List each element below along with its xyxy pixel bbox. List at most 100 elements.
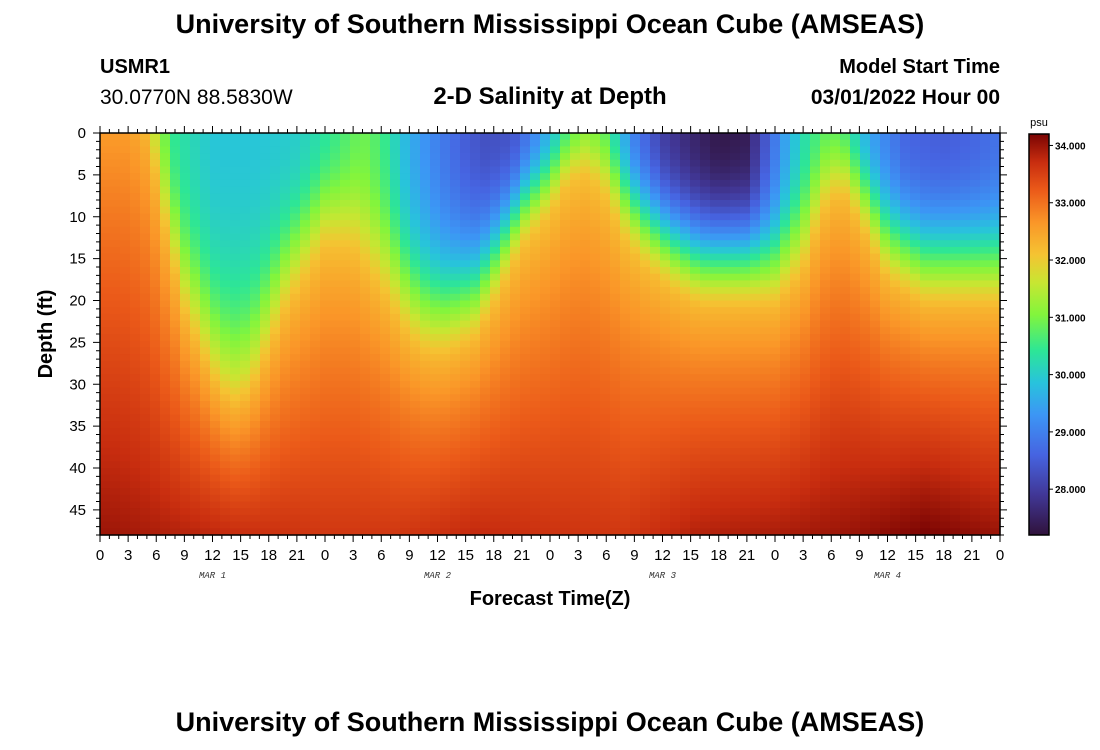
heatmap-cell bbox=[810, 220, 821, 228]
heatmap-cell bbox=[790, 421, 801, 429]
heatmap-cell bbox=[490, 434, 501, 442]
heatmap-cell bbox=[590, 514, 601, 523]
heatmap-cell bbox=[560, 367, 571, 375]
heatmap-cell bbox=[840, 427, 851, 436]
heatmap-cell bbox=[640, 360, 651, 369]
heatmap-cell bbox=[780, 521, 791, 529]
heatmap-cell bbox=[400, 514, 411, 523]
heatmap-cell bbox=[290, 508, 301, 516]
heatmap-cell bbox=[880, 488, 891, 496]
heatmap-cell bbox=[730, 354, 741, 362]
heatmap-cell bbox=[690, 354, 701, 362]
heatmap-cell bbox=[110, 427, 121, 436]
heatmap-cell bbox=[870, 206, 881, 214]
heatmap-cell bbox=[900, 233, 911, 241]
heatmap-cell bbox=[760, 488, 771, 496]
heatmap-cell bbox=[690, 474, 701, 482]
heatmap-cell bbox=[300, 220, 311, 228]
heatmap-cell bbox=[510, 300, 521, 308]
heatmap-cell bbox=[470, 287, 481, 295]
heatmap-cell bbox=[190, 300, 201, 308]
heatmap-cell bbox=[250, 293, 261, 302]
heatmap-cell bbox=[620, 260, 631, 268]
heatmap-cell bbox=[250, 421, 261, 429]
heatmap-cell bbox=[640, 173, 651, 181]
heatmap-cell bbox=[450, 139, 461, 147]
heatmap-cell bbox=[440, 528, 451, 536]
heatmap-cell bbox=[110, 441, 121, 449]
heatmap-cell bbox=[760, 206, 771, 214]
heatmap-cell bbox=[670, 159, 681, 168]
heatmap-cell bbox=[600, 360, 611, 369]
heatmap-cell bbox=[260, 421, 271, 429]
heatmap-cell bbox=[620, 354, 631, 362]
heatmap-cell bbox=[710, 421, 721, 429]
heatmap-cell bbox=[240, 407, 251, 415]
heatmap-cell bbox=[890, 226, 901, 235]
heatmap-cell bbox=[860, 166, 871, 174]
heatmap-cell bbox=[150, 287, 161, 295]
heatmap-cell bbox=[400, 186, 411, 194]
heatmap-cell bbox=[150, 367, 161, 375]
heatmap-cell bbox=[560, 528, 571, 536]
heatmap-cell bbox=[120, 354, 131, 362]
heatmap-cell bbox=[460, 307, 471, 315]
heatmap-cell bbox=[460, 488, 471, 496]
heatmap-cell bbox=[410, 206, 421, 214]
heatmap-cell bbox=[630, 508, 641, 516]
heatmap-cell bbox=[860, 307, 871, 315]
heatmap-cell bbox=[750, 200, 761, 208]
heatmap-cell bbox=[330, 206, 341, 214]
heatmap-cell bbox=[900, 300, 911, 308]
heatmap-cell bbox=[750, 334, 761, 342]
heatmap-cell bbox=[380, 173, 391, 181]
heatmap-cell bbox=[440, 173, 451, 181]
heatmap-cell bbox=[650, 521, 661, 529]
heatmap-cell bbox=[430, 434, 441, 442]
heatmap-cell bbox=[260, 481, 271, 489]
heatmap-cell bbox=[230, 173, 241, 181]
heatmap-cell bbox=[230, 447, 241, 456]
heatmap-cell bbox=[800, 421, 811, 429]
heatmap-cell bbox=[400, 320, 411, 328]
heatmap-cell bbox=[590, 287, 601, 295]
heatmap-cell bbox=[520, 508, 531, 516]
heatmap-cell bbox=[330, 427, 341, 436]
heatmap-cell bbox=[720, 427, 731, 436]
heatmap-cell bbox=[130, 521, 141, 529]
heatmap-cell bbox=[840, 468, 851, 476]
heatmap-cell bbox=[410, 139, 421, 147]
heatmap-cell bbox=[780, 494, 791, 503]
heatmap-cell bbox=[490, 200, 501, 208]
heatmap-cell bbox=[300, 307, 311, 315]
heatmap-cell bbox=[640, 407, 651, 415]
heatmap-cell bbox=[740, 166, 751, 174]
heatmap-cell bbox=[750, 293, 761, 302]
heatmap-cell bbox=[630, 226, 641, 235]
heatmap-cell bbox=[580, 454, 591, 462]
heatmap-cell bbox=[710, 267, 721, 275]
heatmap-cell bbox=[740, 354, 751, 362]
heatmap-cell bbox=[700, 200, 711, 208]
heatmap-cell bbox=[640, 347, 651, 355]
heatmap-cell bbox=[280, 253, 291, 261]
heatmap-cell bbox=[630, 468, 641, 476]
heatmap-cell bbox=[590, 300, 601, 308]
heatmap-cell bbox=[820, 488, 831, 496]
heatmap-cell bbox=[270, 494, 281, 503]
heatmap-cell bbox=[860, 347, 871, 355]
heatmap-cell bbox=[140, 488, 151, 496]
heatmap-cell bbox=[580, 374, 591, 382]
heatmap-cell bbox=[520, 213, 531, 221]
heatmap-cell bbox=[790, 387, 801, 395]
heatmap-cell bbox=[400, 159, 411, 168]
heatmap-cell bbox=[890, 421, 901, 429]
heatmap-cell bbox=[790, 166, 801, 174]
heatmap-cell bbox=[540, 213, 551, 221]
heatmap-cell bbox=[640, 394, 651, 402]
heatmap-cell bbox=[200, 240, 211, 248]
heatmap-cell bbox=[880, 454, 891, 462]
heatmap-cell bbox=[360, 360, 371, 369]
heatmap-cell bbox=[840, 273, 851, 281]
heatmap-cell bbox=[680, 367, 691, 375]
